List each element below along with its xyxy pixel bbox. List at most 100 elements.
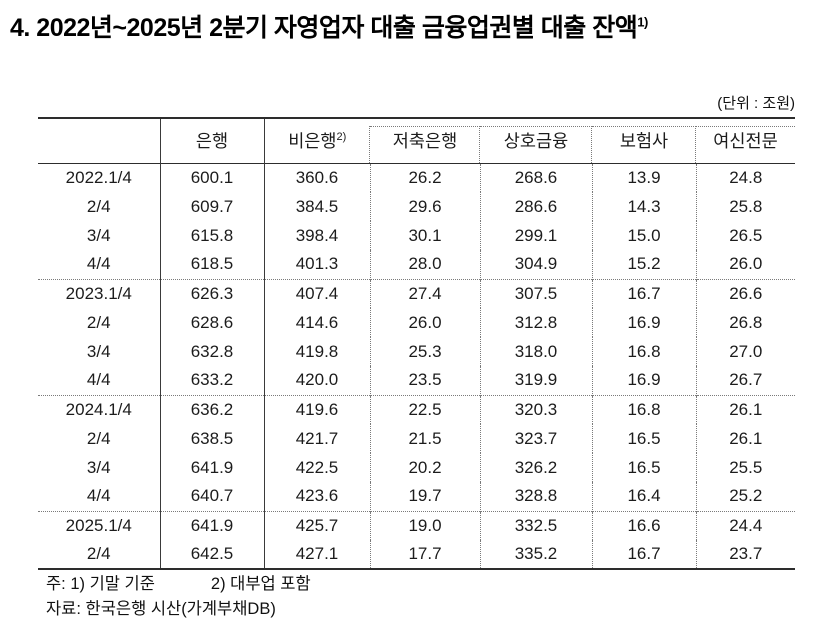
cell-value: 29.6 <box>370 192 481 221</box>
row-label-quarter: 2/4 <box>38 308 161 337</box>
cell-value: 24.8 <box>729 167 763 187</box>
header-insurance: 보험사 <box>591 118 696 163</box>
table-row: 4/4 618.5 401.3 28.0 304.9 15.2 26.0 <box>38 250 795 279</box>
cell-value: 642.5 <box>160 540 265 569</box>
cell-value: 427.1 <box>264 540 371 569</box>
row-label-quarter: 4/4 <box>38 250 161 279</box>
cell-value: 641.9 <box>160 510 265 540</box>
table-body: 2022.1/4 600.1 360.6 26.2 268.6 13.9 24.8 2/4 60… <box>38 163 795 569</box>
cell-value: 16.6 <box>592 510 697 540</box>
header-mutual-finance: 상호금융 <box>479 118 592 163</box>
cell-value: 28.0 <box>370 250 481 279</box>
cell-value: 632.8 <box>160 337 265 366</box>
cell-value: 16.5 <box>592 424 697 453</box>
cell-value: 320.3 <box>480 394 593 424</box>
cell-value: 26.5 <box>729 225 763 245</box>
cell-value: 332.5 <box>480 510 593 540</box>
cell-value: 26.1 <box>729 428 763 448</box>
table-row: 2/4 638.5 421.7 21.5 323.7 16.5 26.1 <box>38 424 795 453</box>
cell-value: 21.5 <box>370 424 481 453</box>
cell-value: 19.0 <box>370 510 481 540</box>
notes-line: 주: 1) 기말 기준 2) 대부업 포함 <box>46 572 311 597</box>
cell-value: 26.0 <box>729 254 763 274</box>
loan-balance-table: 은행 비은행2) 저축은행 상호금융 보험사 여신전문 2022.1/4 600.… <box>38 117 795 570</box>
cell-value: 16.9 <box>592 366 697 395</box>
table-row: 4/4 640.7 423.6 19.7 328.8 16.4 25.2 <box>38 482 795 511</box>
cell-value: 16.8 <box>592 337 697 366</box>
cell-value: 26.0 <box>370 308 481 337</box>
header-bank: 은행 <box>160 118 265 163</box>
table-row: 2/4 628.6 414.6 26.0 312.8 16.9 26.8 <box>38 308 795 337</box>
cell-value: 16.7 <box>592 540 697 569</box>
table-row: 4/4 633.2 420.0 23.5 319.9 16.9 26.7 <box>38 366 795 395</box>
unit-label: (단위 : 조원) <box>717 95 795 112</box>
table-row: 3/4 615.8 398.4 30.1 299.1 15.0 26.5 <box>38 221 795 250</box>
cell-value: 20.2 <box>370 453 481 482</box>
cell-value: 360.6 <box>264 163 371 192</box>
cell-value: 640.7 <box>160 482 265 511</box>
cell-value: 27.4 <box>370 278 481 308</box>
cell-value: 414.6 <box>264 308 371 337</box>
cell-value: 15.2 <box>592 250 697 279</box>
row-label-quarter: 2022.1/4 <box>38 163 161 192</box>
row-label-quarter: 2023.1/4 <box>38 278 161 308</box>
cell-value: 15.0 <box>592 221 697 250</box>
cell-value: 419.8 <box>264 337 371 366</box>
cell-value: 26.2 <box>370 163 481 192</box>
nonbank-footnote-marker: 2) <box>336 131 347 144</box>
cell-value: 304.9 <box>480 250 593 279</box>
cell-value: 22.5 <box>370 394 481 424</box>
cell-value: 319.9 <box>480 366 593 395</box>
cell-value: 299.1 <box>480 221 593 250</box>
row-label-quarter: 4/4 <box>38 366 161 395</box>
cell-value: 615.8 <box>160 221 265 250</box>
header-quarter <box>38 118 161 163</box>
row-label-quarter: 4/4 <box>38 482 161 511</box>
row-label-quarter: 2025.1/4 <box>38 510 161 540</box>
cell-value: 23.7 <box>729 544 763 563</box>
cell-value: 27.0 <box>729 341 763 361</box>
cell-value: 425.7 <box>264 510 371 540</box>
cell-value: 25.2 <box>729 486 763 506</box>
cell-value: 25.8 <box>729 196 763 216</box>
row-label-quarter: 3/4 <box>38 221 161 250</box>
cell-value: 421.7 <box>264 424 371 453</box>
cell-value: 16.5 <box>592 453 697 482</box>
page-title-text: 4. 2022년~2025년 2분기 자영업자 대출 금융업권별 대출 잔액 <box>10 14 638 42</box>
cell-value: 420.0 <box>264 366 371 395</box>
cell-value: 323.7 <box>480 424 593 453</box>
row-label-quarter: 2/4 <box>38 192 161 221</box>
cell-value: 26.7 <box>729 370 763 390</box>
table-row: 2022.1/4 600.1 360.6 26.2 268.6 13.9 24.8 <box>38 163 795 192</box>
page-title: 4. 2022년~2025년 2분기 자영업자 대출 금융업권별 대출 잔액1) <box>10 8 825 44</box>
note-2: 2) 대부업 포함 <box>210 575 311 593</box>
cell-value: 384.5 <box>264 192 371 221</box>
table-row: 2/4 609.7 384.5 29.6 286.6 14.3 25.8 <box>38 192 795 221</box>
title-footnote-marker: 1) <box>637 14 648 30</box>
footnotes: 주: 1) 기말 기준 2) 대부업 포함 자료: 한국은행 시산(가계부채DB) <box>46 572 311 622</box>
header-nonbank: 비은행2) <box>264 118 370 163</box>
cell-value: 423.6 <box>264 482 371 511</box>
cell-value: 626.3 <box>160 278 265 308</box>
cell-value: 286.6 <box>480 192 593 221</box>
cell-value: 17.7 <box>370 540 481 569</box>
cell-value: 407.4 <box>264 278 371 308</box>
header-credit-specialized: 여신전문 <box>695 118 795 163</box>
cell-value: 16.4 <box>592 482 697 511</box>
note-1: 주: 1) 기말 기준 <box>46 575 155 593</box>
cell-value: 16.7 <box>592 278 697 308</box>
header-nonbank-text: 비은행 <box>288 131 337 152</box>
cell-value: 14.3 <box>592 192 697 221</box>
cell-value: 628.6 <box>160 308 265 337</box>
cell-value: 335.2 <box>480 540 593 569</box>
source-line: 자료: 한국은행 시산(가계부채DB) <box>46 600 276 618</box>
cell-value: 19.7 <box>370 482 481 511</box>
cell-value: 13.9 <box>592 163 697 192</box>
cell-value: 401.3 <box>264 250 371 279</box>
cell-value: 422.5 <box>264 453 371 482</box>
cell-value: 318.0 <box>480 337 593 366</box>
cell-value: 641.9 <box>160 453 265 482</box>
cell-value: 26.1 <box>696 394 795 424</box>
cell-value: 618.5 <box>160 250 265 279</box>
